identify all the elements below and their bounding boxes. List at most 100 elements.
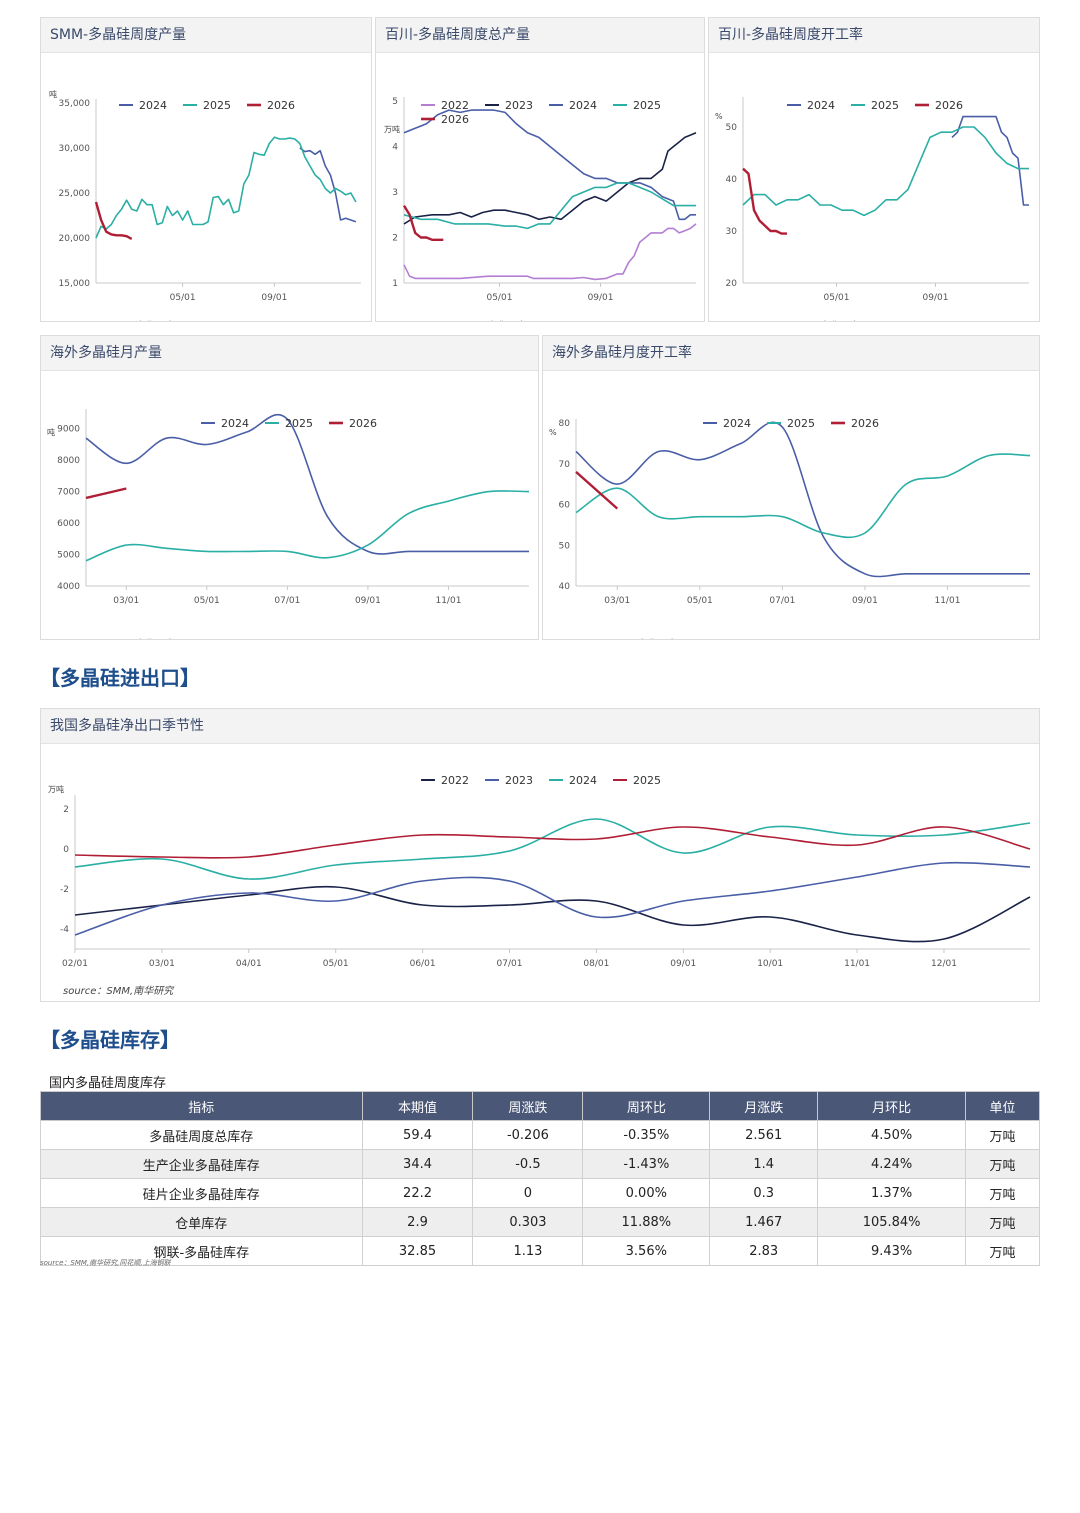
chart-source: source：SMM,南华研究 [63, 985, 175, 997]
y-tick-label: 4000 [57, 582, 80, 592]
table-cell: 1.4 [709, 1149, 819, 1179]
table-cell: 0.00% [582, 1178, 711, 1208]
x-tick-label: 03/01 [113, 596, 139, 606]
chart-overseas-monthly-output: 4000 5000 6000 7000 8000 9000 03/01 05/01 07/01 0… [47, 409, 530, 639]
series-line-2025 [95, 136, 357, 239]
table-cell: 9.43% [817, 1236, 967, 1266]
legend-label-2025: 2025 [871, 99, 899, 112]
y-unit-label: 吨 [49, 89, 57, 99]
y-tick-label: 35,000 [59, 99, 91, 109]
x-tick-label: 07/01 [769, 596, 795, 606]
y-unit-label: % [549, 428, 557, 437]
y-tick-label: 15,000 [59, 279, 91, 289]
inventory-table-title: 国内多晶硅周度库存 [49, 1076, 167, 1091]
chart-source: source：SMM,南华研究 [565, 638, 677, 639]
legend-label-2024: 2024 [569, 99, 597, 112]
section-title-import-export: 【多晶硅进出口】 [40, 666, 200, 690]
chart-title: 海外多晶硅月产量 [41, 336, 538, 371]
y-tick-label: 60 [559, 501, 571, 511]
chart-source: source：BAIINFO,南华研究 [398, 320, 527, 321]
y-tick-label: 8000 [57, 456, 80, 466]
y-tick-label: 20 [726, 279, 738, 289]
chart-source: source：SMM,南华研究 [63, 320, 175, 321]
x-tick-label: 10/01 [757, 959, 783, 969]
series-line-2025 [742, 126, 1029, 217]
x-tick-label: 03/01 [149, 959, 175, 969]
legend-label-2025: 2025 [787, 417, 815, 430]
series-line-2026 [742, 167, 787, 235]
table-cell: 2.561 [709, 1120, 819, 1150]
series-line-2023 [403, 132, 697, 225]
series-line-2025 [575, 453, 1031, 539]
table-cell: 11.88% [582, 1207, 711, 1237]
series-line-2024 [951, 115, 1029, 206]
table-cell: 4.50% [817, 1120, 967, 1150]
y-tick-label: 50 [559, 541, 571, 551]
col-header: 周涨跌 [472, 1091, 584, 1121]
table-cell: 万吨 [965, 1236, 1040, 1266]
legend-label-2025: 2025 [633, 774, 661, 787]
y-tick-label: 40 [559, 582, 571, 592]
legend-label-2022: 2022 [441, 99, 469, 112]
series-line-2023 [74, 861, 1031, 936]
table-cell: 万吨 [965, 1207, 1040, 1237]
y-tick-label: 0 [63, 845, 69, 855]
legend-label-2024: 2024 [569, 774, 597, 787]
chart-net-export: -4 -2 0 2 02/01 03/01 04/01 05/01 06/01 07/01 08/0… [48, 774, 1031, 997]
x-tick-label: 04/01 [236, 959, 262, 969]
legend-label-2025: 2025 [285, 417, 313, 430]
table-header-row: 指标 本期值 周涨跌 周环比 月涨跌 月环比 单位 [40, 1091, 1040, 1121]
chart-title: 百川-多晶硅周度总产量 [376, 18, 704, 53]
table-cell: 多晶硅周度总库存 [40, 1120, 363, 1150]
table-cell: 生产企业多晶硅库存 [40, 1149, 363, 1179]
legend-label-2024: 2024 [221, 417, 249, 430]
table-cell: 105.84% [817, 1207, 967, 1237]
table-row: 多晶硅周度总库存 59.4 -0.206 -0.35% 2.561 4.50% … [40, 1120, 1040, 1150]
table-row: 仓单库存 2.9 0.303 11.88% 1.467 105.84% 万吨 [40, 1207, 1040, 1237]
series-line-2024 [575, 421, 1030, 578]
table-cell: 2.83 [709, 1236, 819, 1266]
series-line-2025 [74, 826, 1031, 859]
y-unit-label: % [715, 112, 723, 121]
table-cell: 1.467 [709, 1207, 819, 1237]
y-tick-label: 5000 [57, 551, 80, 561]
table-cell: 22.2 [361, 1178, 474, 1208]
legend-label-2024: 2024 [139, 99, 167, 112]
y-unit-label: 万吨 [384, 124, 400, 134]
legend-label-2025: 2025 [633, 99, 661, 112]
chart-overseas-operating-rate: 40 50 60 70 80 03/01 05/01 07/01 09/01 11/01% 2024… [549, 417, 1031, 639]
table-cell: 3.56% [582, 1236, 711, 1266]
x-tick-label: 05/01 [824, 293, 850, 303]
series-line-2022 [403, 223, 697, 281]
series-line-2024 [74, 818, 1031, 880]
x-tick-label: 05/01 [323, 959, 349, 969]
legend-label-2024: 2024 [807, 99, 835, 112]
x-tick-label: 11/01 [844, 959, 870, 969]
legend-label-2023: 2023 [505, 774, 533, 787]
y-tick-label: -2 [60, 885, 69, 895]
legend-label-2026: 2026 [349, 417, 377, 430]
col-header: 本期值 [361, 1091, 474, 1121]
x-tick-label: 07/01 [274, 596, 300, 606]
panel-smm-weekly-output: SMM-多晶硅周度产量 15,000 20,000 25,000 30,000 35,0… [40, 17, 372, 322]
table-cell: -0.206 [472, 1120, 584, 1150]
series-line-2024 [85, 413, 529, 555]
x-tick-label: 07/01 [497, 959, 523, 969]
table-row: 硅片企业多晶硅库存 22.2 0 0.00% 0.3 1.37% 万吨 [40, 1178, 1040, 1208]
chart-baichuan-operating-rate: 20 30 40 50 05/01 09/01% 2024 2025 2026 source：BA… [715, 97, 1029, 321]
series-line-2026 [85, 487, 127, 500]
series-line-2025 [85, 490, 530, 562]
y-tick-label: 1 [392, 279, 398, 289]
x-tick-label: 11/01 [934, 596, 960, 606]
series-line-2026 [94, 201, 133, 240]
panel-overseas-operating-rate: 海外多晶硅月度开工率 40 50 60 70 80 03/01 05/01 07/01 09/0… [542, 335, 1040, 640]
table-cell: 0.3 [709, 1178, 819, 1208]
x-tick-label: 09/01 [588, 293, 614, 303]
table-cell: 钢联-多晶硅库存 [40, 1236, 363, 1266]
table-cell: 万吨 [965, 1149, 1040, 1179]
x-tick-label: 09/01 [923, 293, 949, 303]
series-line-2022 [74, 885, 1031, 943]
x-tick-label: 02/01 [62, 959, 88, 969]
table-cell: 34.4 [361, 1149, 474, 1179]
section-title-inventory: 【多晶硅库存】 [40, 1028, 180, 1052]
